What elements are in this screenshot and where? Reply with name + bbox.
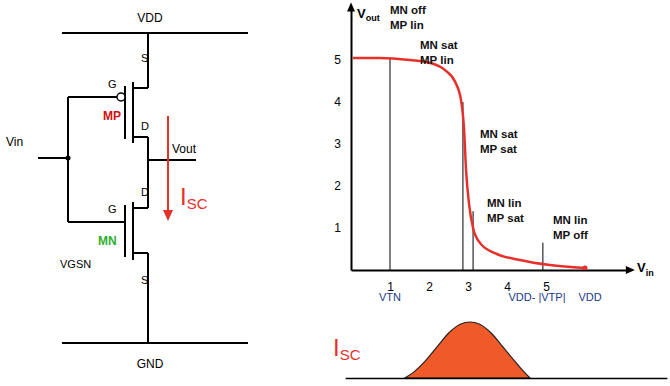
region-label: MN sat (480, 128, 518, 140)
tick-label: 2 (426, 280, 433, 294)
output-label: Vout (172, 142, 197, 156)
input-label: Vin (6, 135, 23, 149)
y-axis: 1 2 3 4 5 (334, 6, 351, 271)
plot (353, 58, 588, 270)
region-label: MP lin (420, 54, 454, 66)
tick: 3 (465, 270, 472, 294)
current-label-sub: SC (187, 195, 208, 212)
wire (133, 136, 148, 138)
tick: 5 (543, 270, 550, 294)
wire (68, 96, 117, 98)
y-axis-label-sub: out (366, 13, 380, 23)
wire (132, 202, 134, 260)
wire (62, 32, 248, 34)
annotation: VDD (578, 291, 601, 303)
tick: 1 (334, 221, 351, 235)
transistor-label: MP (103, 109, 121, 123)
region-label: MP lin (390, 19, 424, 31)
circuit: VDD S G MP D Vout Vin D G MN VGSN S GND ISC (6, 11, 248, 371)
x-axis-label-sub: in (646, 268, 654, 278)
isc-label-sub: SC (340, 346, 361, 363)
region-label: MP sat (487, 212, 524, 224)
terminal-label: G (108, 78, 117, 90)
current-label-main: I (180, 183, 187, 210)
y-axis-label-main: V (357, 6, 366, 21)
wire (148, 159, 196, 161)
wire (147, 253, 149, 343)
junction (66, 156, 71, 161)
tick-label: 4 (334, 95, 341, 109)
gate-bubble (117, 93, 125, 101)
wire (133, 252, 148, 254)
wire (124, 205, 126, 257)
x-axis: 1 2 3 4 5 (352, 270, 629, 294)
region-label: MP off (553, 229, 588, 241)
terminal-label: D (141, 120, 149, 132)
x-axis-label: Vin (637, 260, 654, 278)
axis-line (352, 270, 629, 272)
region-boundary (542, 243, 543, 270)
wire (68, 221, 125, 223)
region-label: MN sat (420, 39, 458, 51)
terminal-label: S (141, 274, 148, 286)
supply-label: VDD (137, 11, 163, 25)
wire (133, 207, 148, 209)
tick: 2 (426, 270, 433, 294)
ground-label: GND (137, 357, 164, 371)
annotation: VTN (379, 291, 401, 303)
wire (133, 87, 148, 89)
tick-label: 1 (334, 221, 341, 235)
tick: 1 (387, 270, 394, 294)
annotation: VDD- |VTP| (508, 291, 565, 303)
region-boundary (473, 211, 474, 270)
current-label: ISC (180, 183, 208, 212)
tick: 2 (334, 179, 351, 193)
terminal-label: S (141, 52, 148, 64)
tick-label: 2 (334, 179, 341, 193)
end-point (583, 265, 588, 270)
region-boundary (390, 58, 391, 270)
tick-label: 5 (334, 53, 341, 67)
tick: 5 (334, 53, 351, 67)
tick: 4 (504, 270, 511, 294)
arrow-head (163, 210, 173, 221)
region-label: MP sat (480, 143, 517, 155)
diagram: VDDSGMPDVoutVinDGMNVGSNSGNDISC1234512345… (0, 0, 670, 386)
isc-label-main: I (333, 334, 340, 361)
region-label: MN lin (553, 214, 588, 226)
region-label: MN off (390, 4, 426, 16)
region-label: MN lin (487, 197, 522, 209)
axis-line (346, 378, 668, 380)
terminal-label: D (141, 186, 149, 198)
terminal-label: G (108, 203, 117, 215)
transfer-curve (353, 58, 585, 268)
isc-baseline (346, 378, 668, 379)
isc-area (405, 322, 530, 378)
axis-arrow (626, 266, 635, 274)
wire (62, 342, 248, 344)
wire (38, 157, 68, 159)
transistor-label: MN (98, 234, 117, 248)
current-arrow (167, 116, 169, 212)
isc-plot (405, 322, 530, 378)
tick: 4 (334, 95, 351, 109)
tick-label: 3 (465, 280, 472, 294)
wire (132, 82, 134, 143)
isc-label: ISC (333, 334, 361, 363)
x-axis-label-main: V (637, 260, 646, 275)
y-axis-label: Vout (357, 6, 380, 23)
vgs-label: VGSN (60, 258, 91, 270)
axis-arrow (347, 2, 355, 11)
axis-line (351, 6, 353, 271)
tick: 3 (334, 137, 351, 151)
tick-label: 3 (334, 137, 341, 151)
